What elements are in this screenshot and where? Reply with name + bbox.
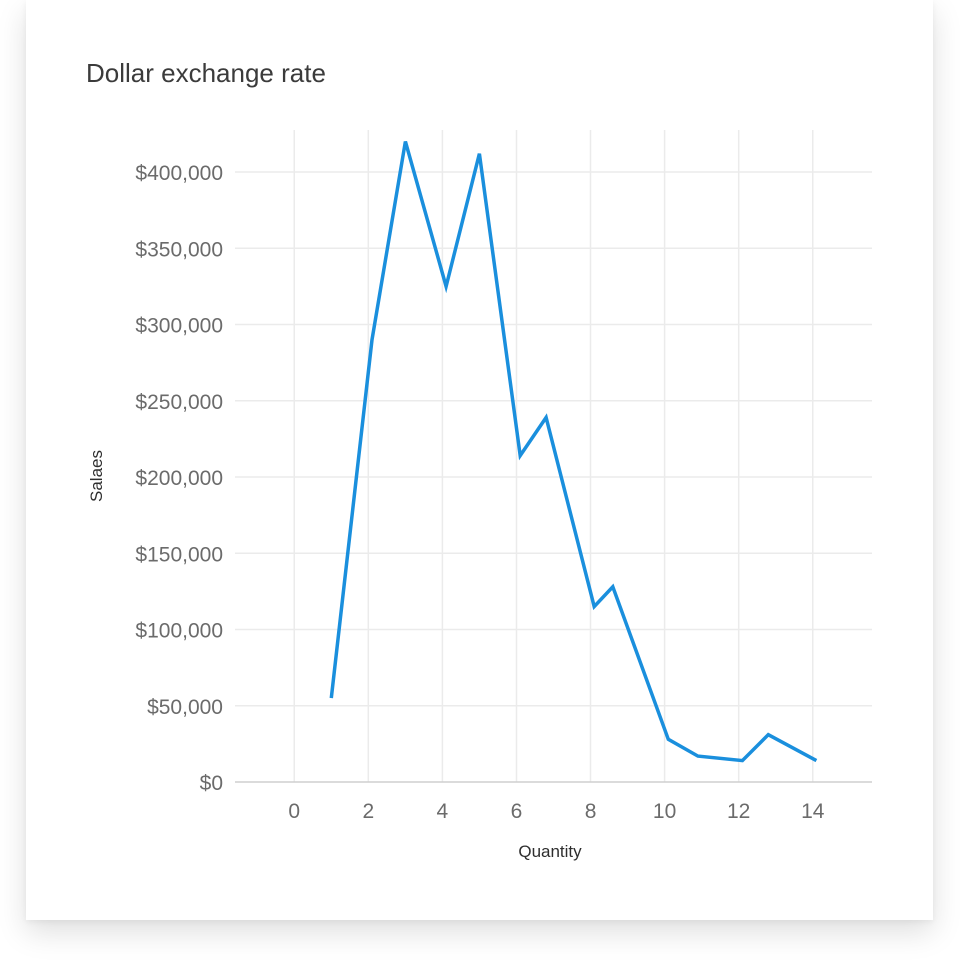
- tick-labels: 0 2 4 6 8 10 12 14 $0 $50,000 $100,000 $150,000 $200…: [135, 162, 824, 823]
- y-tick-label: $250,000: [135, 391, 223, 414]
- x-tick-label: 4: [437, 800, 449, 823]
- y-tick-label: $350,000: [135, 238, 223, 261]
- x-tick-label: 6: [511, 800, 523, 823]
- y-tick-label: $150,000: [135, 543, 223, 566]
- x-tick-label: 12: [727, 800, 750, 823]
- grid-lines: [235, 130, 872, 782]
- x-tick-label: 0: [288, 800, 300, 823]
- x-tick-label: 2: [362, 800, 374, 823]
- y-tick-label: $0: [200, 772, 223, 795]
- series-layer: [329, 141, 818, 763]
- x-tick-label: 8: [585, 800, 597, 823]
- x-tick-label: 14: [801, 800, 825, 823]
- y-tick-label: $50,000: [147, 696, 223, 719]
- x-tick-label: 10: [653, 800, 676, 823]
- y-tick-label: $200,000: [135, 467, 223, 490]
- y-tick-label: $100,000: [135, 620, 223, 643]
- chart-card: Dollar exchange rate 0 2 4 6 8 10 12 14 $0 $50,00…: [26, 0, 933, 920]
- y-tick-label: $300,000: [135, 315, 223, 338]
- chart-title: Dollar exchange rate: [86, 58, 326, 88]
- y-axis-title: Salaes: [87, 450, 106, 502]
- y-tick-label: $400,000: [135, 162, 223, 185]
- series-line: [329, 141, 818, 763]
- x-axis-title: Quantity: [518, 842, 582, 861]
- line-chart: 0 2 4 6 8 10 12 14 $0 $50,000 $100,000 $150,000 $200…: [87, 130, 872, 861]
